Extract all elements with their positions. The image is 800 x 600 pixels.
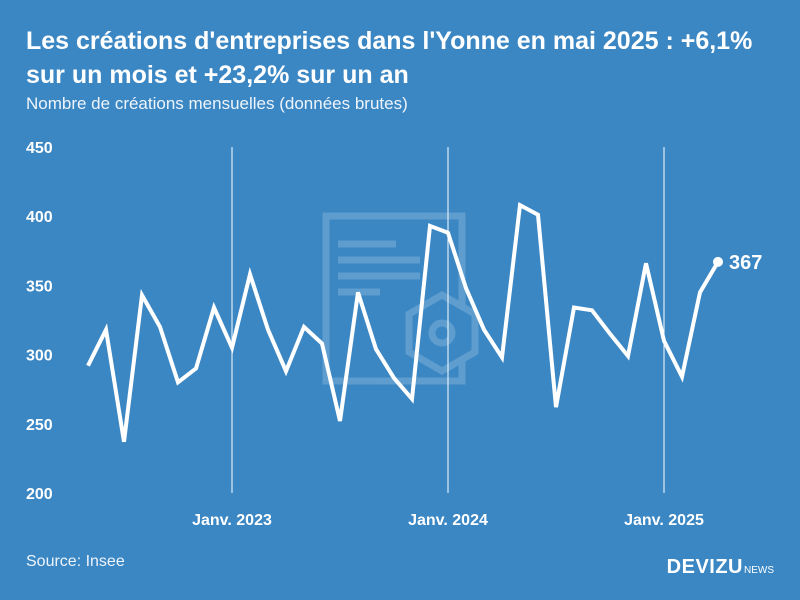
x-tick-label: Janv. 2023 xyxy=(192,512,272,529)
brand-logo: DEVIZUNEWS xyxy=(667,556,774,579)
end-value-label: 367 xyxy=(729,252,762,274)
x-tick-label: Janv. 2025 xyxy=(624,512,704,529)
brand-name: DEVIZU xyxy=(666,556,743,578)
x-tick-label: Janv. 2024 xyxy=(408,512,488,529)
brand-suffix: NEWS xyxy=(744,565,774,576)
y-tick-label: 400 xyxy=(26,209,53,226)
series-line xyxy=(86,201,720,443)
end-point-marker xyxy=(713,256,723,267)
y-tick-label: 300 xyxy=(26,348,53,365)
y-tick-label: 450 xyxy=(26,140,53,157)
source-note: Source: Insee xyxy=(26,553,125,570)
chart-subtitle: Nombre de créations mensuelles (données … xyxy=(26,94,408,113)
y-tick-label: 250 xyxy=(26,417,53,434)
y-tick-label: 200 xyxy=(26,486,53,503)
y-tick-label: 350 xyxy=(26,278,53,295)
chart-title: Les créations d'entreprises dans l'Yonne… xyxy=(26,27,753,89)
